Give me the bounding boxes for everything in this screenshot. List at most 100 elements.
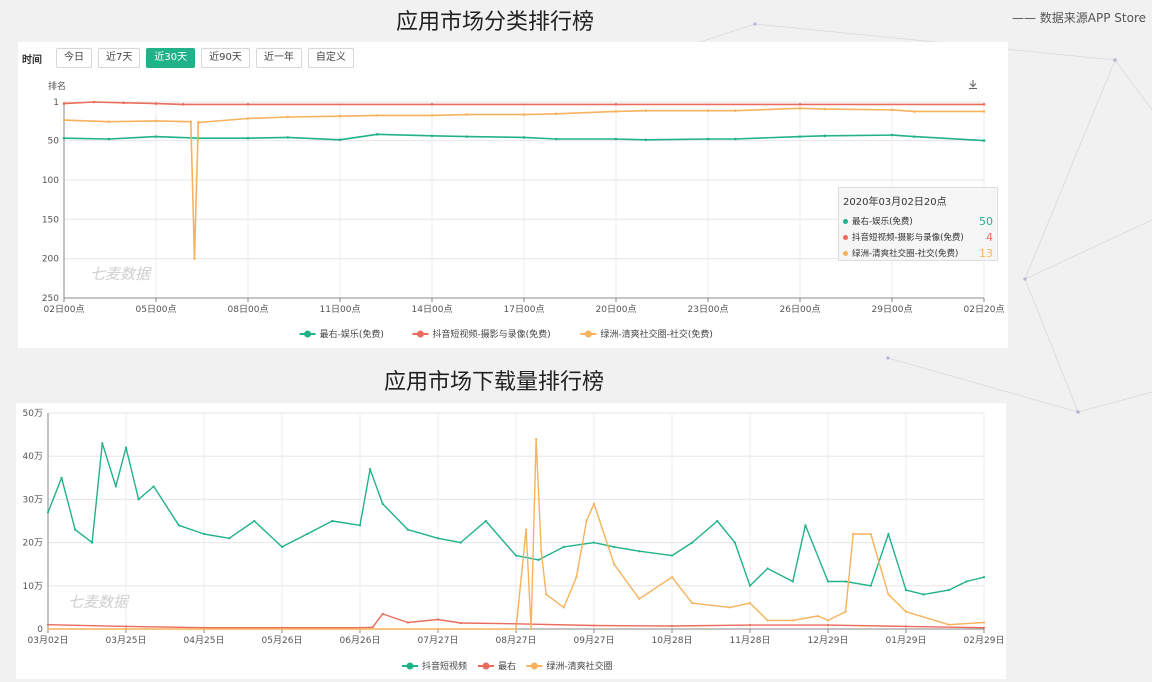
range-button-today[interactable]: 今日 xyxy=(56,48,92,68)
range-button-custom[interactable]: 自定义 xyxy=(307,48,354,68)
range-button-30d[interactable]: 近30天 xyxy=(146,48,196,68)
tooltip-row-value: 13 xyxy=(979,246,993,260)
x-tick-label: 23日00点 xyxy=(688,304,729,315)
data-point xyxy=(734,109,737,112)
data-point xyxy=(124,627,128,631)
data-point xyxy=(706,137,710,141)
data-point xyxy=(228,537,231,540)
watermark: 七麦数据 xyxy=(90,265,152,283)
x-tick-label: 06月26日 xyxy=(340,635,381,646)
x-tick-label: 26日00点 xyxy=(780,304,821,315)
y-tick-label: 250 xyxy=(42,294,59,304)
rank-chart-panel: 时间 今日 近7天 近30天 近90天 近一年 自定义 排名 七麦数据 1 50 1… xyxy=(18,42,1008,348)
data-point xyxy=(524,528,528,531)
data-point xyxy=(286,115,290,119)
data-point xyxy=(844,610,847,613)
data-point xyxy=(62,118,66,122)
legend-item[interactable]: 最右 xyxy=(478,660,516,672)
range-button-1y[interactable]: 近一年 xyxy=(255,48,302,68)
data-point xyxy=(46,627,50,631)
tooltip-row: 绿洲-清爽社交圈-社交(免费) 13 xyxy=(843,245,993,261)
data-point xyxy=(644,109,648,112)
tooltip-row: 最右-娱乐(免费) 50 xyxy=(843,213,993,229)
tooltip-dot-orange xyxy=(843,250,848,256)
series-line-2 xyxy=(63,101,984,106)
data-point xyxy=(62,102,66,105)
legend-item[interactable]: 最右-娱乐(免费) xyxy=(299,328,384,340)
data-point xyxy=(734,137,737,141)
data-point xyxy=(575,576,578,579)
data-point xyxy=(152,485,155,488)
x-tick-label: 11月28日 xyxy=(730,635,771,646)
legend-item[interactable]: 绿洲-清爽社交圈 xyxy=(526,660,613,672)
x-tick-label: 01月29日 xyxy=(886,635,927,646)
data-point xyxy=(826,619,830,622)
data-point xyxy=(890,108,894,112)
x-tick-label: 02日20点 xyxy=(964,304,1005,315)
data-point xyxy=(982,621,986,624)
data-point xyxy=(766,567,769,570)
data-point xyxy=(381,612,384,615)
data-point xyxy=(286,136,290,139)
data-point xyxy=(826,580,830,583)
data-point xyxy=(74,528,77,531)
data-point xyxy=(514,554,518,557)
watermark: 七麦数据 xyxy=(68,593,130,611)
time-range-toolbar: 时间 今日 近7天 近30天 近90天 近一年 自定义 xyxy=(22,48,360,68)
legend-item[interactable]: 绿洲-清爽社交圈-社交(免费) xyxy=(580,328,713,340)
data-point xyxy=(202,627,206,631)
x-tick-label: 08月27日 xyxy=(496,635,537,646)
tooltip-row-name: 抖音短视频-摄影与录像(免费) xyxy=(852,233,964,243)
x-tick-label: 02月29日 xyxy=(964,635,1005,646)
data-point xyxy=(982,110,986,113)
range-button-90d[interactable]: 近90天 xyxy=(201,48,250,68)
rank-y-axis-label: 排名 xyxy=(48,80,66,92)
data-point xyxy=(791,580,794,583)
data-point xyxy=(154,102,158,105)
data-point xyxy=(816,614,820,618)
x-tick-label: 17日00点 xyxy=(504,304,545,315)
data-point xyxy=(137,498,140,501)
x-tick-label: 07月27日 xyxy=(418,635,459,646)
data-point xyxy=(436,537,440,540)
x-tick-label: 05月26日 xyxy=(262,635,303,646)
legend-item[interactable]: 抖音短视频-摄影与录像(免费) xyxy=(412,328,551,340)
data-point xyxy=(748,601,752,605)
data-point xyxy=(246,103,250,106)
series-line-1 xyxy=(47,442,985,596)
rank-chart-title: 应用市场分类排行榜 xyxy=(396,10,595,35)
legend-label: 绿洲-清爽社交圈 xyxy=(546,660,612,672)
legend-label: 抖音短视频 xyxy=(422,660,467,672)
data-point xyxy=(514,627,518,631)
data-point xyxy=(196,121,200,124)
range-button-7d[interactable]: 近7天 xyxy=(98,48,141,68)
y-tick-label: 20万 xyxy=(23,539,43,549)
y-tick-label: 30万 xyxy=(23,495,43,505)
x-tick-label: 09月27日 xyxy=(574,635,615,646)
tooltip-title: 2020年03月02日20点 xyxy=(843,197,947,208)
data-point xyxy=(913,135,916,138)
data-point xyxy=(826,624,830,627)
data-point xyxy=(614,103,618,106)
data-point xyxy=(562,545,565,549)
x-tick-label: 08日00点 xyxy=(228,304,269,315)
legend-label: 抖音短视频-摄影与录像(免费) xyxy=(432,328,550,340)
download-icon[interactable] xyxy=(969,80,977,90)
data-point xyxy=(368,468,372,471)
data-point xyxy=(716,519,719,523)
data-point xyxy=(982,576,986,579)
data-point xyxy=(375,114,379,117)
chart-tooltip: 2020年03月02日20点 最右-娱乐(免费) 50 抖音短视频-摄影与录像(… xyxy=(838,187,998,261)
y-tick-label: 10万 xyxy=(23,582,43,592)
data-point xyxy=(381,502,384,505)
data-point xyxy=(46,511,50,514)
data-point xyxy=(246,117,250,120)
data-point xyxy=(748,624,752,627)
data-point xyxy=(691,601,694,605)
data-point xyxy=(436,627,440,631)
data-point xyxy=(798,103,802,106)
tooltip-dot-red xyxy=(843,234,848,240)
data-point xyxy=(122,101,125,105)
legend-item[interactable]: 抖音短视频 xyxy=(402,660,467,672)
data-point xyxy=(585,519,588,523)
